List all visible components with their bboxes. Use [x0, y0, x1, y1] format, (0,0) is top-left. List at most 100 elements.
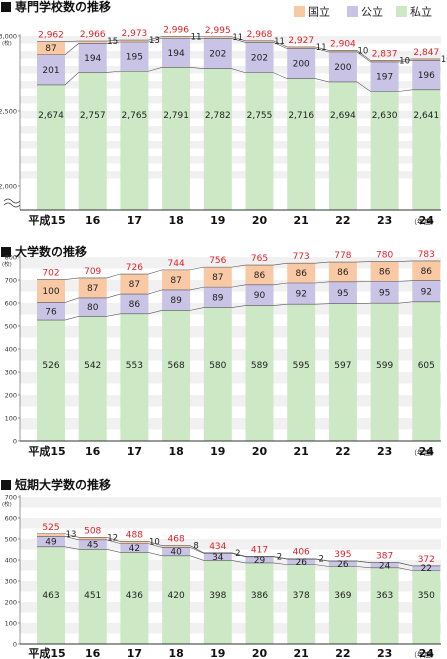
x-label-8: 23 — [377, 445, 392, 458]
y-tick-label: 100 — [5, 415, 17, 423]
y-tick-label: 200 — [5, 599, 17, 607]
line-public-top — [37, 280, 441, 303]
bar-private-8 — [370, 303, 399, 441]
value-private-8: 2,630 — [372, 111, 398, 121]
value-private-1: 451 — [84, 591, 101, 601]
value-national-8: 10 — [399, 56, 410, 66]
value-total-1: 508 — [84, 526, 101, 536]
x-label-2: 17 — [127, 214, 142, 227]
x-label-0: 平成15 — [28, 213, 65, 227]
bar-public-8 — [370, 562, 399, 568]
value-public-9: 92 — [421, 287, 432, 297]
x-label-3: 18 — [168, 647, 183, 659]
bar-public-7 — [328, 51, 357, 82]
y-tick-label: 500 — [5, 323, 17, 331]
x-label-8: 23 — [377, 647, 392, 659]
value-national-1: 15 — [107, 37, 118, 47]
x-label-0: 平成15 — [28, 646, 65, 659]
value-national-3: 87 — [170, 276, 181, 286]
y-tick-label: 600 — [5, 300, 17, 308]
value-national-4: 11 — [232, 33, 243, 43]
value-total-9: 783 — [418, 250, 435, 260]
value-public-0: 201 — [42, 66, 59, 76]
y-tick-label: 400 — [5, 346, 17, 354]
title-square — [1, 2, 11, 12]
bar-national-2 — [120, 40, 149, 42]
legend-swatch-1 — [347, 6, 358, 17]
bar-national-4 — [203, 36, 232, 39]
y-tick-label: 300 — [5, 369, 17, 377]
bar-public-6 — [287, 559, 316, 565]
x-label-1: 16 — [85, 445, 101, 458]
x-label-7: 22 — [335, 445, 350, 458]
y-tick-label: 700 — [5, 277, 17, 285]
value-public-8: 24 — [379, 561, 391, 571]
value-public-6: 26 — [295, 558, 307, 568]
value-private-6: 2,716 — [288, 111, 314, 121]
value-total-5: 417 — [251, 545, 268, 555]
value-total-5: 2,968 — [247, 30, 273, 40]
y-tick-label: 400 — [5, 557, 17, 565]
bar-private-0 — [37, 320, 65, 441]
line-private-top — [37, 67, 441, 92]
value-total-8: 780 — [376, 251, 393, 261]
value-total-2: 2,973 — [122, 29, 148, 39]
bar-private-4 — [203, 307, 232, 441]
value-public-5: 29 — [254, 556, 266, 566]
value-national-5: 2 — [277, 552, 282, 562]
bar-private-0 — [37, 84, 65, 210]
value-total-8: 387 — [376, 552, 393, 562]
value-total-3: 744 — [168, 259, 185, 269]
bar-national-1 — [78, 277, 107, 298]
bar-national-9 — [412, 58, 441, 61]
bar-private-1 — [78, 316, 107, 441]
value-private-2: 436 — [126, 591, 143, 601]
y-tick-label: 200 — [5, 392, 17, 400]
value-public-7: 200 — [334, 63, 351, 73]
legend-swatch-0 — [294, 6, 305, 17]
value-total-7: 2,904 — [330, 39, 356, 49]
bar-national-5 — [245, 40, 274, 43]
bar-private-9 — [412, 89, 441, 210]
bar-public-1 — [78, 43, 107, 73]
bar-public-1 — [78, 297, 107, 317]
y-unit: (校) — [2, 39, 12, 47]
bar-private-2 — [120, 313, 149, 441]
bar-public-5 — [245, 284, 274, 306]
value-national-8: 86 — [379, 267, 391, 277]
bar-public-9 — [412, 280, 441, 302]
bar-private-0 — [37, 546, 65, 644]
value-national-4: 2 — [235, 549, 240, 559]
value-total-3: 2,996 — [163, 26, 189, 36]
grid-band — [20, 497, 441, 508]
value-public-4: 202 — [209, 50, 226, 60]
bar-public-6 — [287, 282, 316, 305]
x-label-6: 21 — [294, 647, 309, 659]
chart-2: 短期大学数の推移 700 600 500 400 300 200 100 0 (校) 463 49 13… — [1, 477, 441, 659]
bar-public-4 — [203, 38, 232, 69]
x-label-6: 21 — [294, 445, 309, 458]
line-national-top — [37, 260, 441, 280]
value-private-3: 568 — [168, 361, 185, 371]
x-label-9: 24 — [419, 647, 435, 659]
value-public-8: 197 — [376, 73, 393, 83]
value-private-7: 369 — [334, 591, 351, 601]
bar-public-0 — [37, 536, 65, 547]
bar-national-3 — [162, 36, 191, 39]
value-total-6: 773 — [293, 252, 310, 262]
value-private-8: 599 — [376, 361, 393, 371]
line-public-top — [37, 37, 441, 63]
value-national-6: 86 — [295, 269, 307, 279]
value-private-6: 595 — [293, 361, 310, 371]
value-total-3: 468 — [168, 535, 185, 545]
bar-public-6 — [287, 48, 316, 79]
value-total-1: 709 — [84, 267, 101, 277]
y-tick-label: 600 — [5, 515, 17, 523]
y-tick-label: 0 — [13, 641, 17, 649]
y-tick-label: 2,000 — [0, 183, 17, 191]
value-public-5: 90 — [254, 291, 266, 301]
bar-national-2 — [120, 274, 149, 295]
value-private-2: 2,765 — [122, 111, 148, 121]
